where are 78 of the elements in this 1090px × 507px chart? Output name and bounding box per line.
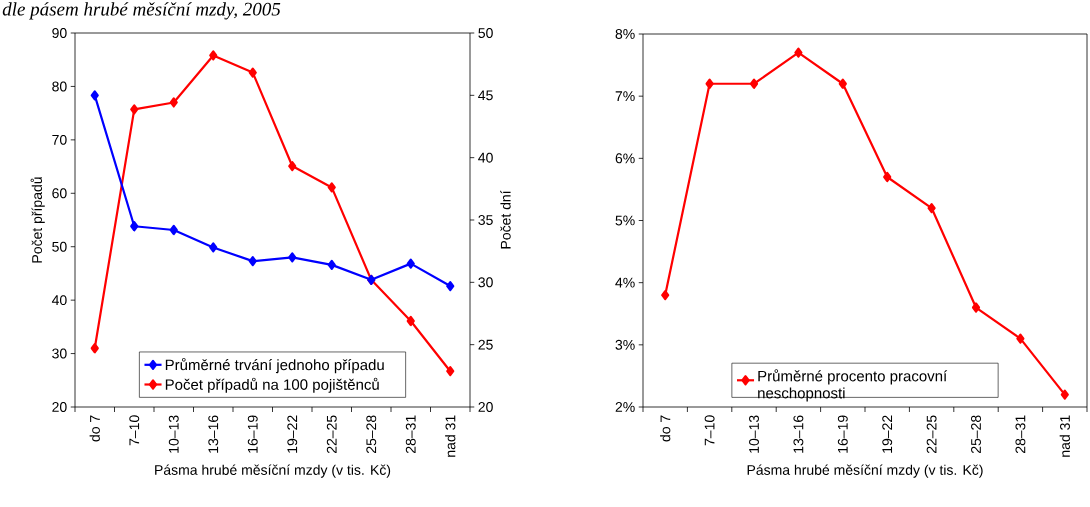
legend-label: Počet případů na 100 pojištěnců	[165, 377, 379, 393]
x-tick-label: 13–16	[793, 415, 804, 453]
y-tick-label: 90	[52, 28, 67, 38]
y2-tick-label: 50	[478, 28, 493, 38]
point	[327, 259, 336, 270]
x-tick-label: 19–22	[287, 415, 298, 453]
point	[90, 343, 99, 354]
point	[130, 221, 139, 232]
point	[406, 258, 415, 269]
x-tick-label: 28–31	[405, 415, 416, 454]
point	[838, 78, 847, 89]
point	[327, 182, 336, 193]
y-tick-label: 60	[52, 188, 67, 199]
x-tick-label: 22–25	[926, 415, 937, 454]
x-tick-label: 16–19	[247, 415, 258, 453]
point	[1016, 333, 1025, 344]
x-tick-label: nad 31	[445, 415, 456, 457]
y-tick-label: 7%	[615, 91, 635, 102]
point	[169, 97, 178, 108]
point	[90, 90, 99, 101]
point	[169, 224, 178, 236]
point	[406, 315, 415, 327]
point	[446, 366, 455, 377]
point	[749, 78, 759, 89]
x-tick-label: 7–10	[704, 415, 715, 446]
y-tick-label: 40	[51, 295, 67, 306]
point	[248, 256, 257, 267]
point	[446, 280, 455, 292]
legend-label: Průměrné procento pracovní neschopnosti	[758, 369, 948, 402]
x-tick-label: 22–25	[326, 415, 337, 454]
point	[705, 78, 714, 89]
x-tick-label: 25–28	[366, 415, 377, 454]
x-tick-label: 10–13	[749, 415, 759, 453]
x-tick-label: 28–31	[1015, 415, 1026, 454]
y-tick-label: 3%	[615, 339, 635, 350]
x-tick-label: 7–10	[129, 415, 140, 446]
y2-tick-label: 35	[478, 215, 493, 225]
x-tick-label: 16–19	[837, 415, 848, 453]
point	[248, 67, 257, 78]
point	[971, 302, 981, 313]
y-tick-label: 5%	[615, 215, 635, 226]
x-axis-title: Pásma hrubé měsíční mzdy (v tis. Kč)	[155, 464, 391, 478]
legend-label: Průměrné trvání jednoho případu	[165, 357, 384, 374]
point	[288, 160, 297, 172]
point	[209, 242, 218, 253]
point	[209, 50, 218, 61]
y-tick-label: 50	[52, 241, 67, 252]
y-tick-label: 30	[52, 348, 67, 359]
point	[927, 202, 936, 214]
point	[130, 104, 139, 115]
y-tick-label: 4%	[615, 277, 635, 288]
y2-tick-label: 30	[478, 277, 493, 288]
y-tick-label: 2%	[615, 402, 635, 412]
x-tick-label: nad 31	[1059, 415, 1070, 457]
x-tick-label: 10–13	[168, 415, 179, 453]
y2-axis-title: Počet dní	[500, 190, 511, 249]
point	[661, 290, 670, 301]
point	[288, 252, 297, 263]
y-tick-label: 6%	[615, 153, 635, 164]
y-axis-title: Počet případů	[30, 177, 45, 263]
x-tick-label: 19–22	[882, 415, 893, 453]
y-tick-label: 8%	[615, 29, 635, 39]
x-tick-label: do 7	[660, 415, 671, 442]
x-tick-label: do 7	[89, 415, 100, 442]
chart-title: dle pásem hrubé měsíční mzdy, 2005	[2, 2, 281, 20]
x-tick-label: 13–16	[208, 415, 219, 453]
y2-tick-label: 40	[478, 152, 493, 163]
x-tick-label: 25–28	[971, 415, 981, 454]
x-axis-title: Pásma hrubé měsíční mzdy (v tis. Kč)	[747, 464, 983, 478]
y2-tick-label: 20	[478, 402, 493, 412]
y2-tick-label: 25	[478, 339, 493, 350]
point	[794, 47, 803, 58]
y-tick-label: 20	[52, 402, 67, 412]
point	[883, 171, 892, 183]
y-tick-label: 80	[52, 81, 67, 92]
point	[1060, 389, 1069, 400]
y-tick-label: 70	[52, 134, 67, 145]
y2-tick-label: 45	[478, 90, 493, 101]
